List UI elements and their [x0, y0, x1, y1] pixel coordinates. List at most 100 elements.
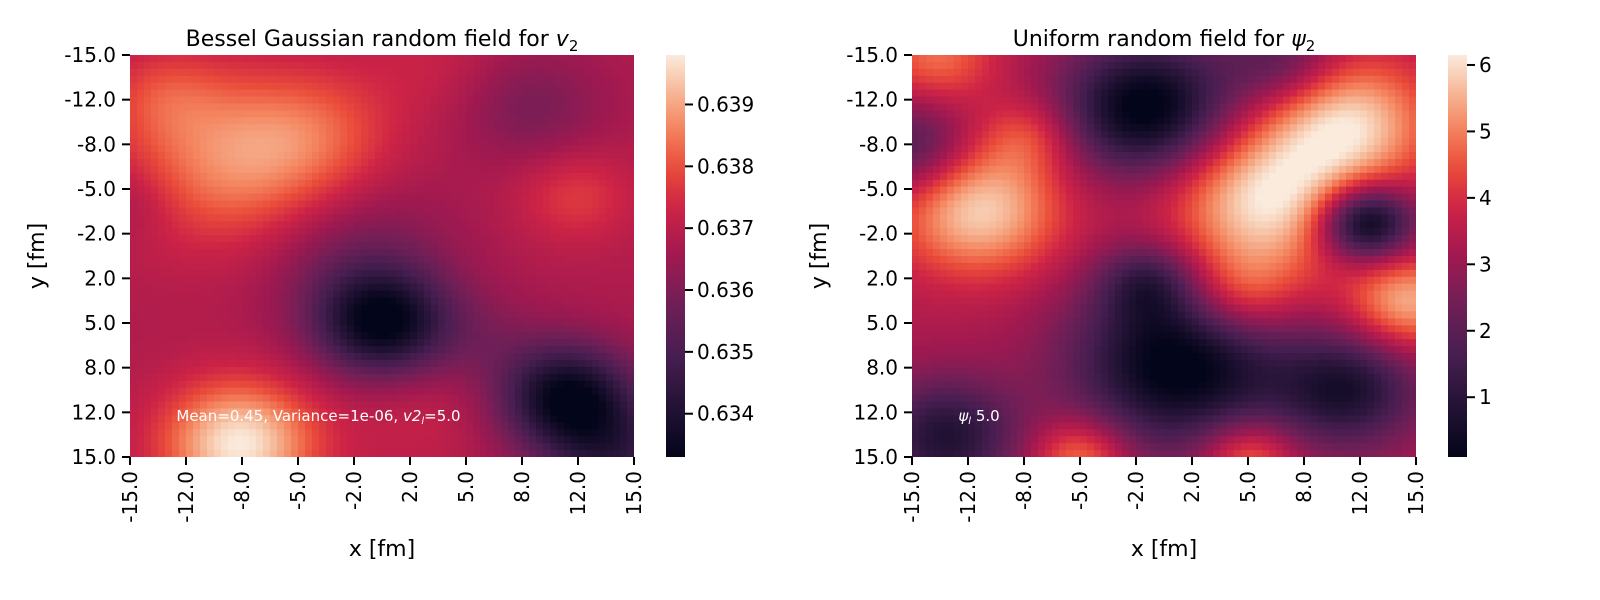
- heatmap-cell: [354, 186, 362, 195]
- heatmap-cell: [291, 124, 299, 132]
- heatmap-cell: [550, 117, 558, 125]
- heatmap-cell: [200, 152, 208, 160]
- heatmap-cell: [564, 325, 572, 333]
- heatmap-cell: [480, 200, 488, 209]
- heatmap-cell: [912, 103, 920, 112]
- heatmap-cell: [270, 145, 278, 153]
- heatmap-cell: [627, 96, 634, 105]
- heatmap-cell: [340, 387, 348, 396]
- heatmap-cell: [389, 332, 397, 340]
- heatmap-cell: [368, 415, 376, 423]
- heatmap-cell: [571, 283, 579, 292]
- heatmap-cell: [494, 401, 502, 410]
- heatmap-cell: [1066, 55, 1074, 63]
- heatmap-cell: [606, 450, 614, 457]
- heatmap-cell: [228, 138, 236, 146]
- heatmap-cell: [151, 165, 159, 174]
- heatmap-cell: [438, 359, 446, 368]
- heatmap-cell: [270, 422, 278, 430]
- heatmap-cell: [158, 103, 166, 112]
- heatmap-cell: [354, 131, 362, 139]
- heatmap-cell: [452, 276, 460, 285]
- heatmap-chart-v2: Bessel Gaussian random field for v2-15.0…: [25, 27, 754, 562]
- y-tick-label: -8.0: [77, 132, 116, 156]
- heatmap-cell: [1115, 110, 1123, 118]
- heatmap-cell: [431, 401, 439, 410]
- heatmap-cell: [305, 332, 313, 340]
- heatmap-cell: [256, 373, 264, 382]
- heatmap-cell: [522, 179, 530, 188]
- heatmap-cell: [242, 359, 250, 368]
- heatmap-cell: [172, 82, 180, 91]
- heatmap-cell: [137, 429, 145, 437]
- heatmap-cell: [277, 283, 285, 292]
- heatmap-cell: [466, 401, 474, 410]
- heatmap-cell: [235, 276, 243, 285]
- heatmap-cell: [151, 186, 159, 195]
- heatmap-cell: [137, 325, 145, 333]
- heatmap-cell: [200, 401, 208, 410]
- heatmap-cell: [1213, 96, 1221, 105]
- heatmap-cell: [1353, 89, 1361, 98]
- heatmap-cell: [424, 394, 432, 403]
- heatmap-cell: [1297, 55, 1305, 63]
- heatmap-cell: [368, 96, 376, 105]
- heatmap-cell: [389, 408, 397, 417]
- heatmap-cell: [221, 124, 229, 132]
- heatmap-cell: [585, 82, 593, 91]
- heatmap-cell: [424, 366, 432, 375]
- heatmap-cell: [592, 297, 600, 306]
- heatmap-cell: [536, 68, 544, 77]
- heatmap-cell: [606, 82, 614, 91]
- heatmap-cell: [571, 96, 579, 105]
- heatmap-cell: [1157, 61, 1165, 70]
- heatmap-cell: [592, 110, 600, 118]
- heatmap-cell: [473, 165, 481, 174]
- heatmap-cell: [249, 325, 257, 333]
- heatmap-cell: [1087, 89, 1095, 98]
- heatmap-cell: [933, 96, 941, 105]
- heatmap-cell: [389, 89, 397, 98]
- heatmap-cell: [207, 131, 215, 139]
- heatmap-cell: [1129, 110, 1137, 118]
- heatmap-cell: [1045, 124, 1053, 132]
- x-tick-label: -8.0: [230, 471, 254, 510]
- heatmap-cell: [172, 207, 180, 216]
- heatmap-cell: [137, 366, 145, 375]
- heatmap-cell: [179, 325, 187, 333]
- heatmap-cell: [326, 75, 334, 84]
- heatmap-cell: [403, 339, 411, 347]
- heatmap-cell: [396, 158, 404, 167]
- heatmap-cell: [1262, 55, 1270, 63]
- heatmap-cell: [1206, 82, 1214, 91]
- heatmap-cell: [1234, 55, 1242, 63]
- heatmap-cell: [466, 117, 474, 125]
- heatmap-cell: [242, 318, 250, 326]
- heatmap-cell: [592, 124, 600, 132]
- heatmap-cell: [1080, 55, 1088, 63]
- heatmap-cell: [263, 443, 271, 451]
- heatmap-cell: [494, 55, 502, 63]
- heatmap-cell: [571, 269, 579, 278]
- heatmap-cell: [186, 339, 194, 347]
- heatmap-cell: [536, 235, 544, 243]
- heatmap-cell: [193, 276, 201, 285]
- heatmap-cell: [137, 61, 145, 70]
- heatmap-cell: [487, 318, 495, 326]
- heatmap-cell: [137, 415, 145, 423]
- heatmap-cell: [396, 228, 404, 236]
- heatmap-cell: [165, 110, 173, 118]
- heatmap-cell: [347, 82, 355, 91]
- heatmap-cell: [522, 186, 530, 195]
- heatmap-cell: [529, 353, 537, 361]
- heatmap-cell: [200, 415, 208, 423]
- heatmap-cell: [340, 297, 348, 306]
- heatmap-cell: [319, 346, 327, 354]
- heatmap-cell: [165, 450, 173, 457]
- heatmap-cell: [571, 332, 579, 340]
- heatmap-cell: [410, 262, 418, 271]
- heatmap-cell: [263, 415, 271, 423]
- heatmap-cell: [235, 332, 243, 340]
- heatmap-cell: [522, 103, 530, 112]
- heatmap-cell: [305, 228, 313, 236]
